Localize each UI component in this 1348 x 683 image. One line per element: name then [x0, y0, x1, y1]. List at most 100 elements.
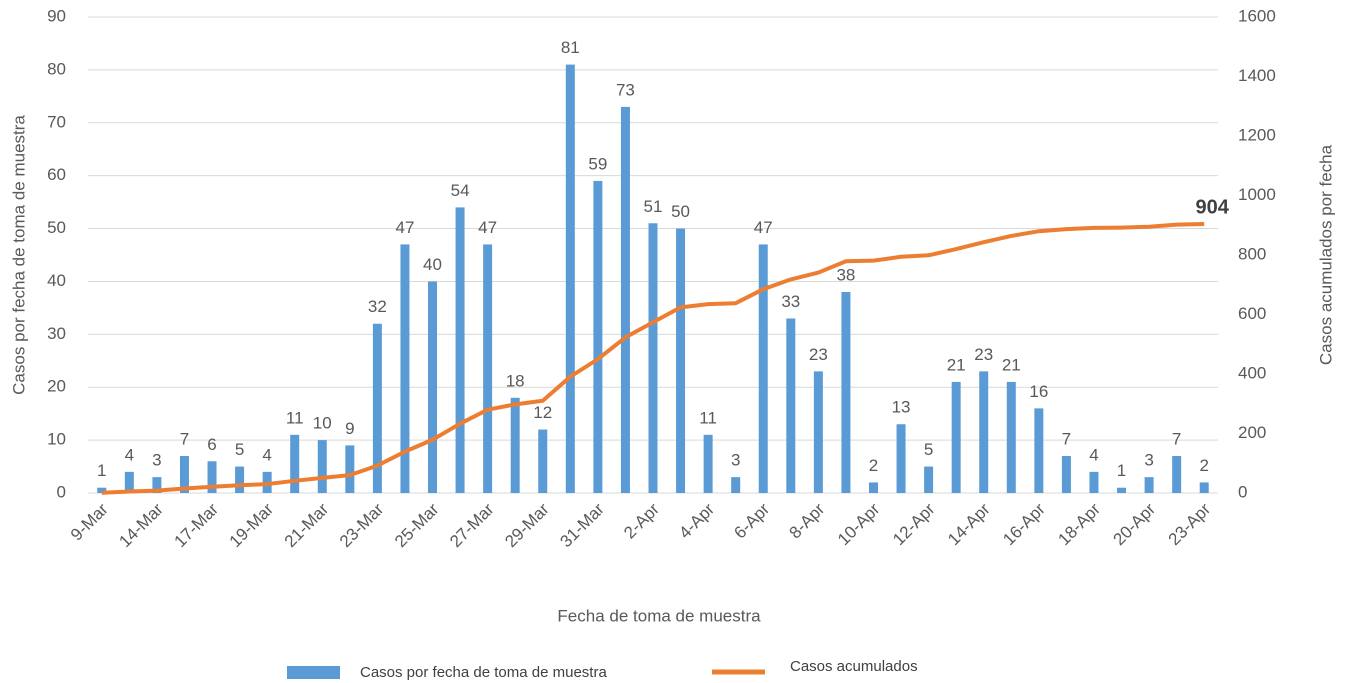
y-tick-label: 10 — [47, 430, 66, 449]
data-label: 81 — [561, 38, 580, 57]
data-label: 50 — [671, 202, 690, 221]
bar — [620, 106, 630, 494]
bar — [124, 471, 134, 493]
y-tick-label: 0 — [57, 482, 66, 501]
data-label: 32 — [368, 297, 387, 316]
bar — [207, 461, 217, 493]
data-label: 47 — [395, 218, 414, 237]
x-tick-label: 8-Apr — [786, 499, 829, 542]
y2-tick-label: 1600 — [1238, 6, 1276, 25]
data-label: 9 — [345, 419, 354, 438]
x-tick-label: 27-Mar — [446, 499, 498, 551]
data-label: 2 — [869, 456, 878, 475]
legend-label: Casos por fecha de toma de muestra — [360, 664, 607, 681]
bar — [1089, 471, 1099, 493]
x-tick-label: 23-Mar — [336, 499, 388, 551]
data-label: 11 — [286, 408, 304, 427]
bar — [317, 440, 327, 493]
data-label: 38 — [836, 266, 855, 285]
bar — [1199, 482, 1209, 493]
bar — [152, 477, 162, 493]
x-tick-label: 29-Mar — [501, 499, 553, 551]
data-label: 59 — [588, 154, 607, 173]
bar — [483, 244, 493, 493]
data-label: 21 — [1002, 355, 1021, 374]
y-tick-label: 80 — [47, 59, 66, 78]
data-label: 12 — [533, 403, 552, 422]
bar — [924, 466, 934, 493]
data-label: 54 — [451, 181, 470, 200]
data-label: 3 — [731, 451, 740, 470]
x-tick-label: 14-Mar — [115, 499, 167, 551]
x-tick-label: 9-Mar — [67, 499, 112, 544]
data-label: 13 — [892, 398, 911, 417]
bar — [428, 281, 438, 493]
x-tick-label: 18-Apr — [1054, 499, 1104, 549]
bar — [1006, 381, 1016, 493]
bar — [235, 466, 245, 493]
data-label: 21 — [947, 355, 966, 374]
bar — [400, 244, 410, 493]
x-tick-label: 19-Mar — [226, 499, 278, 551]
x-tick-label: 2-Apr — [620, 499, 663, 542]
bar — [1061, 455, 1071, 493]
bar — [731, 477, 741, 493]
bar — [868, 482, 878, 493]
y2-tick-label: 0 — [1238, 482, 1247, 501]
bar — [1117, 487, 1127, 493]
bar — [1144, 477, 1154, 493]
data-label: 40 — [423, 255, 442, 274]
data-label: 3 — [1144, 451, 1153, 470]
data-label: 23 — [809, 345, 828, 364]
bar — [179, 455, 189, 493]
y2-tick-label: 600 — [1238, 304, 1266, 323]
data-label: 6 — [207, 435, 216, 454]
data-label: 3 — [152, 451, 161, 470]
data-label: 33 — [781, 292, 800, 311]
x-tick-label: 31-Mar — [556, 499, 608, 551]
bar — [455, 207, 465, 493]
y2-tick-label: 400 — [1238, 363, 1266, 382]
bar — [510, 397, 520, 493]
x-axis-title: Fecha de toma de muestra — [557, 606, 761, 625]
bar — [97, 487, 107, 493]
x-tick-label: 17-Mar — [171, 499, 223, 551]
y2-tick-label: 800 — [1238, 244, 1266, 263]
y-tick-label: 30 — [47, 324, 66, 343]
data-label: 4 — [262, 445, 271, 464]
data-label: 7 — [1172, 429, 1181, 448]
x-tick-label: 4-Apr — [675, 499, 718, 542]
y2-tick-label: 1000 — [1238, 185, 1276, 204]
x-tick-label: 10-Apr — [834, 499, 884, 549]
x-tick-label: 14-Apr — [944, 499, 994, 549]
data-label: 11 — [699, 408, 717, 427]
bar — [372, 323, 382, 493]
data-label: 7 — [1062, 429, 1071, 448]
bar — [676, 228, 686, 494]
x-tick-label: 6-Apr — [730, 499, 773, 542]
data-label: 4 — [125, 445, 134, 464]
bar — [786, 318, 796, 493]
data-label: 10 — [313, 414, 332, 433]
bar — [648, 223, 658, 493]
y2-tick-label: 200 — [1238, 423, 1266, 442]
y-tick-label: 90 — [47, 6, 66, 25]
data-label: 16 — [1029, 382, 1048, 401]
bar — [345, 445, 355, 493]
data-label: 51 — [644, 197, 663, 216]
line — [101, 222, 1205, 495]
y-tick-label: 70 — [47, 112, 66, 131]
bar — [703, 434, 713, 493]
bar — [1172, 455, 1182, 493]
x-tick-label: 23-Apr — [1165, 499, 1215, 549]
data-label: 4 — [1089, 445, 1098, 464]
y2-tick-label: 1200 — [1238, 125, 1276, 144]
legend-swatch — [287, 666, 340, 679]
bar — [813, 371, 823, 493]
bar — [896, 424, 906, 493]
data-label: 47 — [478, 218, 497, 237]
data-label: 7 — [180, 429, 189, 448]
data-label: 904 — [1196, 196, 1230, 218]
bar — [758, 244, 768, 493]
bar — [565, 64, 575, 493]
